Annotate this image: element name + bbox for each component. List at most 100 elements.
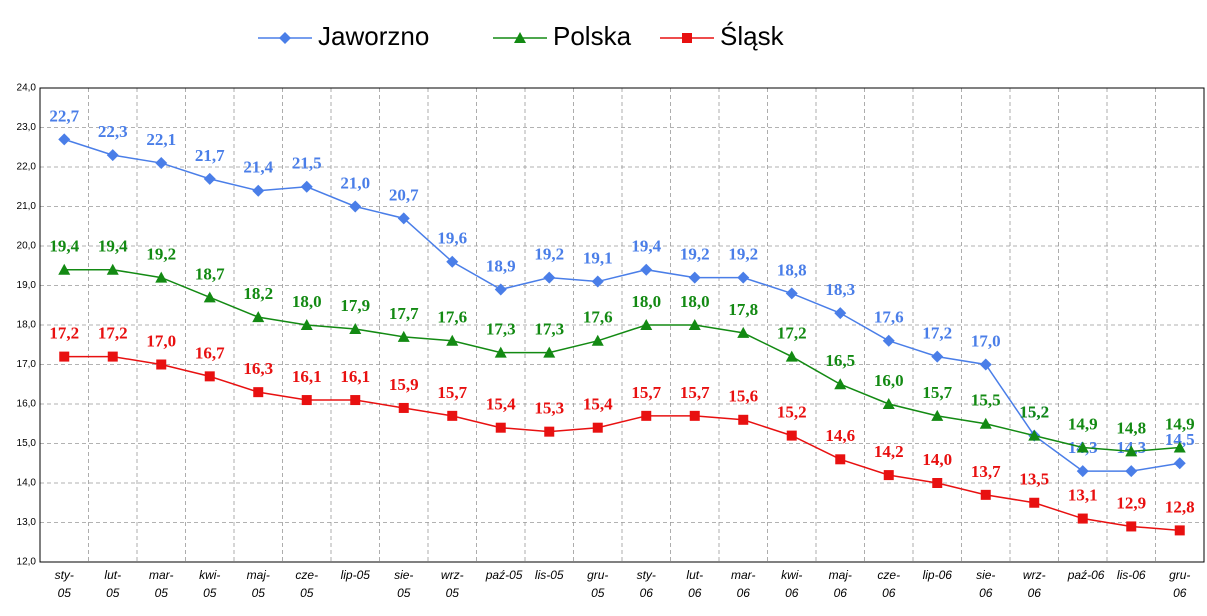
data-label: 17,6 [874,308,904,327]
data-label: 14,2 [874,442,904,461]
data-label: 17,6 [583,308,613,327]
data-label: 21,4 [243,158,273,177]
point [495,422,506,433]
data-label: 17,0 [971,331,1001,350]
y-tick-label: 13,0 [17,517,37,528]
x-tick-label: kwi-05 [199,568,221,600]
data-label: 21,5 [292,154,322,173]
data-label: 21,7 [195,146,225,165]
point [156,359,167,370]
point [834,378,847,390]
x-tick-label: mar-05 [149,568,174,600]
x-tick-label: mar-06 [731,568,756,600]
point [785,350,798,362]
point [882,398,895,409]
point [835,454,846,465]
point [786,430,797,441]
legend-label: Śląsk [720,21,785,51]
y-tick-label: 14,0 [17,478,37,489]
data-label: 13,1 [1068,485,1098,504]
plot-frame [39,87,1205,563]
point [155,157,168,170]
data-label: 16,5 [825,351,855,370]
data-label: 19,4 [49,237,79,256]
x-tick-label: sie-05 [394,568,414,600]
y-tick-label: 15,0 [17,438,37,449]
point [1174,525,1185,536]
data-label: 17,2 [98,324,128,343]
point [1076,465,1089,478]
x-tick-label: gru-06 [1169,568,1191,600]
point [883,470,894,481]
point [301,395,312,406]
data-label: 19,2 [534,245,564,264]
x-tick-label: sty-05 [54,568,74,600]
x-tick-label: lut-06 [686,568,704,600]
x-tick-label: wrz-06 [1022,568,1046,600]
point [300,319,313,330]
data-label: 16,3 [243,359,273,378]
data-label: 21,0 [340,173,370,192]
y-tick-label: 19,0 [17,280,37,291]
data-label: 14,9 [1165,414,1195,433]
x-tick-label: maj-06 [828,568,852,600]
point [640,319,653,330]
data-label: 18,2 [243,284,273,303]
x-tick-label: wrz-05 [440,568,464,600]
data-label: 18,7 [195,264,225,283]
data-label: 14,8 [1116,418,1146,437]
data-label: 17,8 [728,300,758,319]
point [980,489,991,500]
data-label: 22,7 [49,106,79,125]
x-tick-label: cze-06 [877,568,901,600]
data-label: 22,1 [146,130,176,149]
point [106,149,119,162]
point [106,263,119,275]
data-label: 17,2 [49,324,79,343]
legend-label: Polska [553,21,632,51]
data-label: 17,3 [534,320,564,339]
data-label: 18,3 [825,280,855,299]
data-label: 15,9 [389,375,419,394]
point [397,330,410,342]
point [688,271,701,284]
point [349,200,362,213]
legend-marker [279,32,291,44]
y-tick-label: 18,0 [17,320,37,331]
data-label: 16,1 [292,367,322,386]
point [737,326,750,338]
data-label: 14,9 [1068,414,1098,433]
data-label: 17,7 [389,304,419,323]
point [107,351,118,362]
point [738,414,749,425]
point [253,387,264,398]
point [203,172,216,185]
x-tick-label: lis-06 [1116,568,1146,582]
data-label: 18,0 [631,292,661,311]
x-tick-label: lis-05 [534,568,564,582]
point [1173,457,1186,470]
x-tick-label: gru-05 [587,568,609,600]
point [544,426,555,437]
data-label: 19,2 [680,245,710,264]
point [252,311,265,323]
data-label: 15,7 [922,383,952,402]
x-tick-label: paź-05 [485,568,523,582]
y-tick-label: 12,0 [17,557,37,568]
legend-marker [682,33,692,43]
y-tick-label: 24,0 [17,83,37,94]
series-line [64,138,1180,472]
point [543,346,556,358]
point [58,263,71,275]
point [591,334,604,346]
data-label: 12,9 [1116,493,1146,512]
point [397,212,410,225]
x-tick-label: kwi-06 [781,568,803,600]
series-line [64,355,1180,532]
point [494,346,507,358]
point [1028,429,1041,441]
data-label: 17,6 [437,308,467,327]
data-label: 19,4 [631,237,661,256]
